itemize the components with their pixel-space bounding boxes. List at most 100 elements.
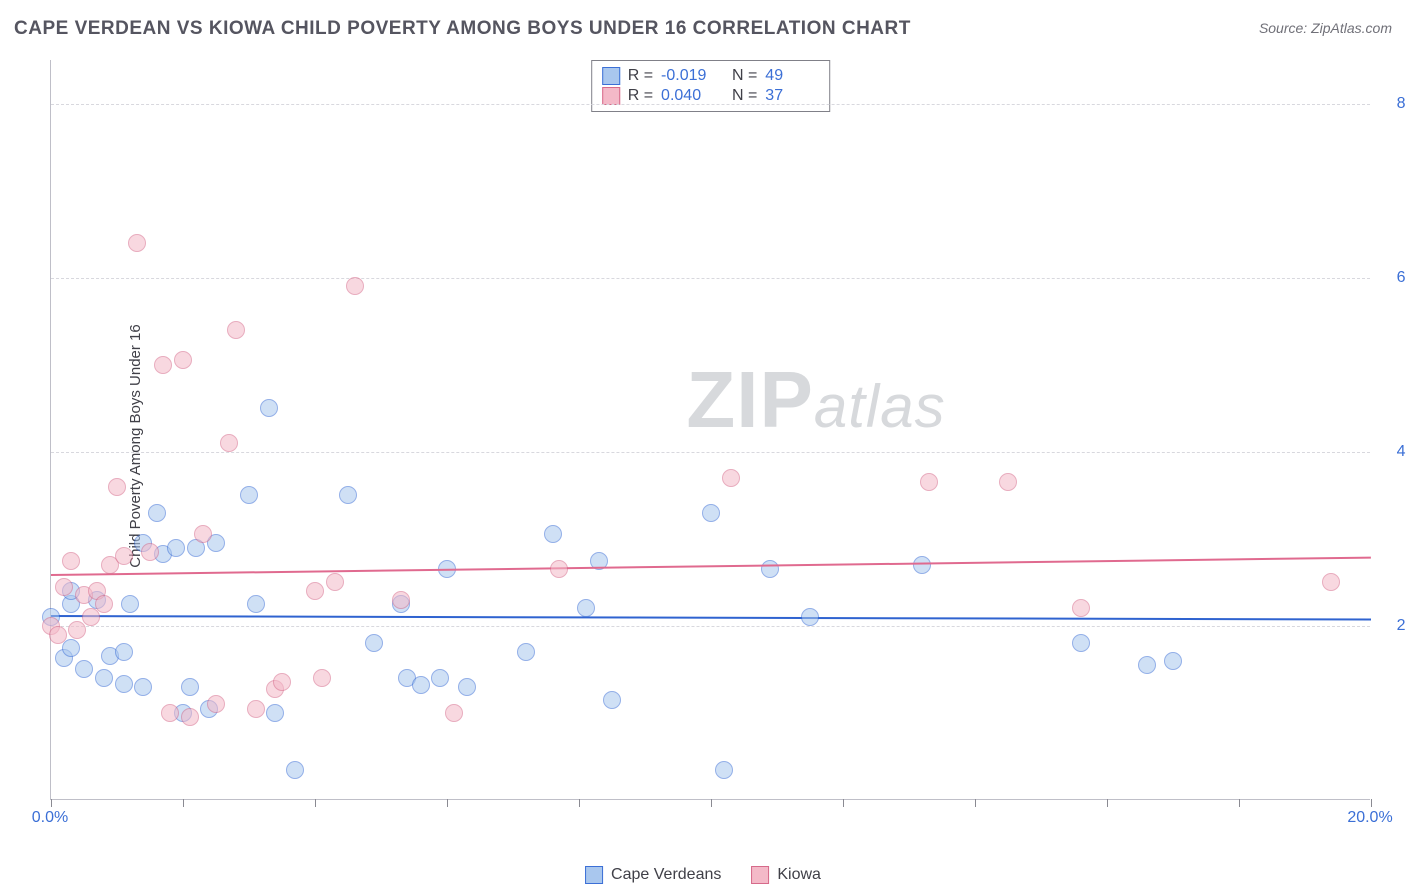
data-point <box>392 591 410 609</box>
data-point <box>115 675 133 693</box>
data-point <box>62 552 80 570</box>
data-point <box>75 660 93 678</box>
data-point <box>458 678 476 696</box>
data-point <box>544 525 562 543</box>
r-value: -0.019 <box>661 67 715 85</box>
x-tick <box>975 799 976 807</box>
x-tick <box>1239 799 1240 807</box>
y-tick-label: 60.0% <box>1382 269 1406 287</box>
legend-swatch <box>602 67 620 85</box>
data-point <box>365 634 383 652</box>
data-point <box>121 595 139 613</box>
data-point <box>920 473 938 491</box>
data-point <box>260 399 278 417</box>
x-tick-label: 0.0% <box>32 809 68 827</box>
x-tick <box>579 799 580 807</box>
data-point <box>161 704 179 722</box>
data-point <box>95 669 113 687</box>
legend-item: Kiowa <box>751 866 821 884</box>
x-tick <box>315 799 316 807</box>
data-point <box>761 560 779 578</box>
trend-line <box>51 615 1371 620</box>
data-point <box>326 573 344 591</box>
data-point <box>95 595 113 613</box>
n-value: 49 <box>765 67 819 85</box>
data-point <box>1138 656 1156 674</box>
y-tick-label: 20.0% <box>1382 617 1406 635</box>
gridline <box>51 626 1370 627</box>
data-point <box>702 504 720 522</box>
y-tick-label: 80.0% <box>1382 95 1406 113</box>
r-value: 0.040 <box>661 87 715 105</box>
data-point <box>62 639 80 657</box>
data-point <box>1164 652 1182 670</box>
chart-title: CAPE VERDEAN VS KIOWA CHILD POVERTY AMON… <box>14 18 911 39</box>
data-point <box>134 678 152 696</box>
data-point <box>722 469 740 487</box>
data-point <box>141 543 159 561</box>
data-point <box>1072 634 1090 652</box>
x-tick <box>1371 799 1372 807</box>
data-point <box>115 547 133 565</box>
legend-swatch <box>751 866 769 884</box>
x-tick <box>711 799 712 807</box>
data-point <box>1072 599 1090 617</box>
data-point <box>55 578 73 596</box>
y-tick-label: 40.0% <box>1382 443 1406 461</box>
data-point <box>603 691 621 709</box>
data-point <box>550 560 568 578</box>
data-point <box>999 473 1017 491</box>
data-point <box>266 704 284 722</box>
trend-line <box>51 556 1371 575</box>
data-point <box>207 695 225 713</box>
x-tick <box>183 799 184 807</box>
r-label: R = <box>628 87 653 105</box>
data-point <box>306 582 324 600</box>
data-point <box>49 626 67 644</box>
data-point <box>273 673 291 691</box>
data-point <box>220 434 238 452</box>
data-point <box>167 539 185 557</box>
data-point <box>412 676 430 694</box>
legend-item: Cape Verdeans <box>585 866 721 884</box>
data-point <box>431 669 449 687</box>
watermark: ZIPatlas <box>686 354 945 446</box>
data-point <box>247 700 265 718</box>
legend-label: Kiowa <box>777 866 821 884</box>
gridline <box>51 278 1370 279</box>
data-point <box>240 486 258 504</box>
data-point <box>108 478 126 496</box>
data-point <box>1322 573 1340 591</box>
data-point <box>346 277 364 295</box>
data-point <box>154 356 172 374</box>
data-point <box>913 556 931 574</box>
n-label: N = <box>723 87 757 105</box>
data-point <box>715 761 733 779</box>
data-point <box>194 525 212 543</box>
x-tick <box>843 799 844 807</box>
r-label: R = <box>628 67 653 85</box>
data-point <box>247 595 265 613</box>
data-point <box>801 608 819 626</box>
n-label: N = <box>723 67 757 85</box>
data-point <box>181 678 199 696</box>
legend-swatch <box>602 87 620 105</box>
n-value: 37 <box>765 87 819 105</box>
data-point <box>445 704 463 722</box>
legend-label: Cape Verdeans <box>611 866 721 884</box>
correlation-row: R = 0.040 N = 37 <box>602 87 820 105</box>
correlation-row: R = -0.019 N = 49 <box>602 67 820 85</box>
data-point <box>128 234 146 252</box>
series-legend: Cape Verdeans Kiowa <box>585 866 821 884</box>
source-label: Source: ZipAtlas.com <box>1259 20 1392 36</box>
data-point <box>181 708 199 726</box>
x-tick <box>1107 799 1108 807</box>
legend-swatch <box>585 866 603 884</box>
data-point <box>339 486 357 504</box>
data-point <box>313 669 331 687</box>
x-tick <box>51 799 52 807</box>
data-point <box>174 351 192 369</box>
gridline <box>51 104 1370 105</box>
data-point <box>115 643 133 661</box>
plot-area: ZIPatlas R =-0.019 N =49R =0.040 N =37 2… <box>50 60 1370 800</box>
